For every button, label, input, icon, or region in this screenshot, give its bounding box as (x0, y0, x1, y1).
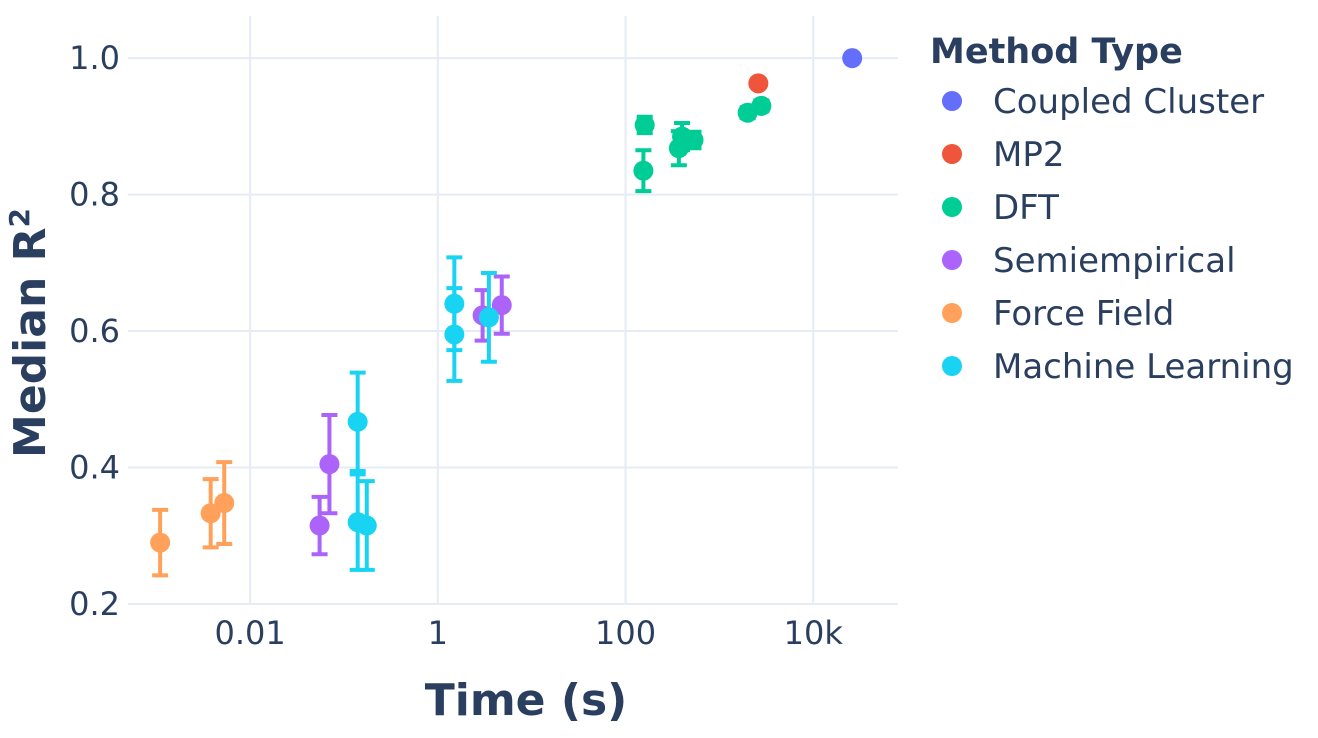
data-point (842, 48, 863, 69)
series-coupled-cluster (842, 48, 863, 69)
data-point (491, 295, 512, 316)
y-tick-label: 0.6 (69, 312, 120, 350)
legend-marker-machine-learning (942, 356, 962, 376)
y-axis-ticks: 0.2 0.4 0.6 0.8 1.0 (69, 39, 120, 623)
data-point (683, 130, 704, 150)
series-force-field (150, 460, 235, 578)
x-tick-label: 10k (784, 614, 844, 652)
legend-marker-dft (942, 197, 962, 217)
grid-lines (128, 16, 898, 605)
y-tick-label: 0.2 (69, 585, 120, 623)
data-point (478, 307, 499, 328)
x-tick-label: 0.01 (214, 614, 285, 652)
y-tick-label: 1.0 (69, 39, 120, 77)
series-dft (633, 95, 772, 194)
legend-label-force-field: Force Field (993, 294, 1174, 334)
legend-label-dft: DFT (993, 188, 1059, 228)
x-axis-title: Time (s) (425, 675, 628, 726)
legend-label-coupled-cluster: Coupled Cluster (993, 82, 1264, 122)
legend-label-semiempirical: Semiempirical (993, 241, 1236, 281)
legend-marker-mp2 (942, 144, 962, 164)
data-point (319, 454, 340, 475)
data-point (633, 160, 654, 181)
data-point (748, 73, 769, 94)
data-point (309, 515, 330, 536)
data-point (214, 493, 235, 514)
legend-title: Method Type (930, 32, 1183, 72)
x-axis-ticks: 0.01 1 100 10k (214, 614, 843, 652)
legend-marker-semiempirical (942, 250, 962, 270)
y-tick-label: 0.8 (69, 176, 120, 214)
legend-label-machine-learning: Machine Learning (993, 347, 1294, 387)
legend-marker-force-field (942, 303, 962, 323)
y-axis-title: Median R2 (3, 208, 56, 458)
y-axis-title-main: Median R (5, 228, 56, 458)
data-point (751, 95, 772, 116)
data-point (444, 324, 465, 345)
y-tick-label: 0.4 (69, 449, 120, 487)
data-point (356, 515, 377, 536)
x-tick-label: 100 (595, 614, 656, 652)
data-point (150, 532, 171, 553)
series-machine-learning (347, 255, 499, 572)
data-series (150, 48, 863, 578)
legend-label-mp2: MP2 (993, 135, 1064, 175)
data-point (634, 114, 655, 135)
data-point (347, 411, 368, 432)
y-axis-title-superscript: 2 (3, 208, 36, 227)
data-point (200, 503, 221, 524)
legend-marker-coupled-cluster (942, 91, 962, 111)
series-mp2 (748, 73, 769, 94)
x-tick-label: 1 (428, 614, 448, 652)
legend: Coupled Cluster MP2 DFT Semiempirical Force … (942, 82, 1294, 387)
